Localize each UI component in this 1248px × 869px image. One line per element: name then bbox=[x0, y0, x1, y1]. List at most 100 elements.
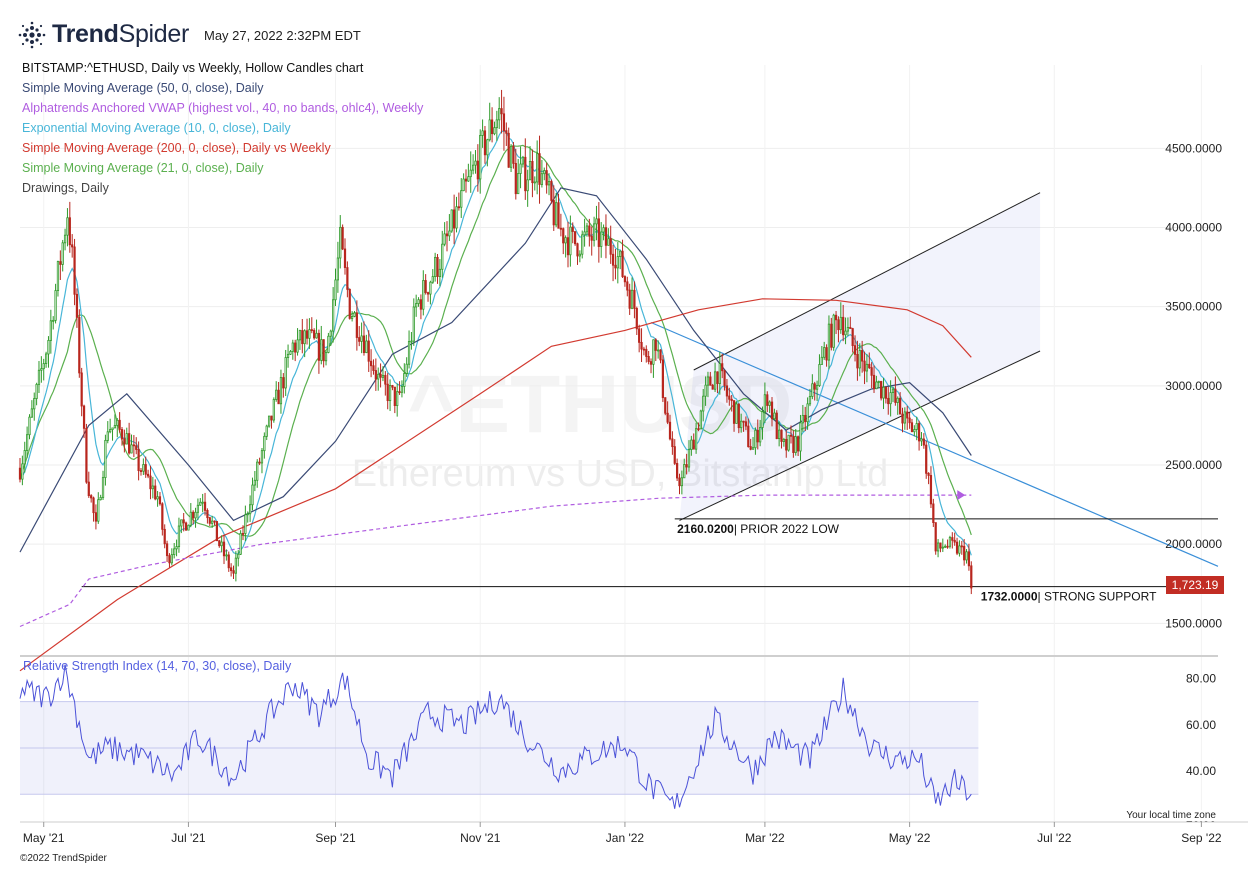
candle-body bbox=[303, 330, 306, 345]
candle-body bbox=[678, 477, 681, 487]
candle-body bbox=[282, 377, 285, 389]
candle-body bbox=[258, 461, 261, 464]
candle-body bbox=[327, 335, 330, 353]
candle-body bbox=[168, 555, 171, 564]
candle-body bbox=[512, 145, 515, 164]
legend-item[interactable]: Simple Moving Average (50, 0, close), Da… bbox=[22, 81, 264, 95]
candle-body bbox=[789, 434, 793, 437]
candle-body bbox=[118, 419, 121, 430]
candle-body bbox=[901, 413, 904, 424]
candle-body bbox=[483, 130, 487, 156]
legend-item[interactable]: Simple Moving Average (21, 0, close), Da… bbox=[22, 161, 264, 175]
candle-body bbox=[600, 231, 603, 247]
candle-body bbox=[130, 444, 133, 454]
timezone-label[interactable]: Your local time zone bbox=[1124, 810, 1218, 821]
candle-body bbox=[761, 411, 764, 428]
candle-body bbox=[453, 209, 456, 229]
candle-body bbox=[827, 323, 831, 361]
candle-body bbox=[849, 326, 852, 329]
candle-body bbox=[372, 365, 375, 371]
candle-body bbox=[90, 495, 93, 499]
candle-body bbox=[611, 253, 615, 266]
chart-title: BITSTAMP:^ETHUSD, Daily vs Weekly, Hollo… bbox=[22, 61, 364, 75]
channel-upper-line[interactable] bbox=[693, 192, 1041, 371]
candle-body bbox=[557, 202, 560, 229]
candle-body bbox=[237, 553, 240, 559]
candle-body bbox=[163, 528, 166, 545]
legend-item[interactable]: Alphatrends Anchored VWAP (highest vol.,… bbox=[22, 101, 424, 115]
candle-body bbox=[614, 264, 617, 269]
y-tick-label: 2000.0000 bbox=[1165, 537, 1222, 551]
candle-body bbox=[908, 417, 911, 424]
candle-body bbox=[870, 367, 873, 376]
candle-body bbox=[550, 180, 553, 201]
candle-body bbox=[343, 248, 347, 268]
rsi-line bbox=[19, 664, 972, 809]
candle-body bbox=[99, 497, 102, 501]
y-tick-label: 2500.0000 bbox=[1165, 458, 1222, 472]
legend-item[interactable]: Drawings, Daily bbox=[22, 181, 109, 195]
candle-body bbox=[699, 410, 702, 430]
candle-body bbox=[225, 554, 228, 557]
candle-body bbox=[718, 363, 721, 384]
candle-body bbox=[298, 330, 302, 341]
candle-body bbox=[894, 388, 897, 403]
candle-body bbox=[384, 374, 387, 385]
candle-body bbox=[844, 330, 847, 336]
candle-body bbox=[289, 350, 292, 355]
x-tick-label: Jul '22 bbox=[1037, 831, 1072, 845]
candle-body bbox=[932, 503, 935, 523]
candle-body bbox=[521, 156, 525, 165]
candle-body bbox=[149, 475, 152, 490]
candle-body bbox=[405, 363, 408, 374]
candle-body bbox=[396, 391, 399, 407]
candle-body bbox=[713, 371, 717, 390]
candle-body bbox=[239, 533, 242, 555]
candle-body bbox=[270, 415, 273, 421]
candle-body bbox=[469, 169, 472, 178]
candle-body bbox=[891, 388, 895, 394]
candle-body bbox=[75, 293, 79, 318]
descending-trendline[interactable] bbox=[650, 321, 1219, 567]
candle-body bbox=[735, 403, 738, 424]
candle-body bbox=[194, 511, 197, 519]
candle-body bbox=[215, 521, 219, 542]
candle-body bbox=[308, 329, 311, 339]
candle-body bbox=[716, 371, 719, 384]
candle-body bbox=[128, 433, 131, 454]
candle-body bbox=[609, 238, 612, 255]
legend-item[interactable]: Simple Moving Average (200, 0, close), D… bbox=[22, 141, 331, 155]
candle-body bbox=[808, 396, 812, 405]
candle-body bbox=[768, 401, 771, 406]
candle-body bbox=[915, 423, 918, 430]
candle-body bbox=[381, 374, 385, 378]
candle-body bbox=[509, 145, 513, 168]
candle-body bbox=[431, 276, 434, 283]
candle-body bbox=[495, 119, 498, 129]
candle-body bbox=[578, 253, 581, 257]
candle-body bbox=[661, 359, 664, 399]
candle-body bbox=[332, 299, 335, 332]
candle-body bbox=[403, 373, 406, 387]
candle-body bbox=[742, 420, 745, 423]
y-tick-label: 1500.0000 bbox=[1165, 616, 1222, 630]
candle-body bbox=[313, 330, 316, 339]
candle-body bbox=[260, 450, 264, 464]
candle-body bbox=[875, 381, 878, 390]
candle-body bbox=[144, 464, 147, 475]
candle-body bbox=[374, 370, 377, 380]
candle-body bbox=[170, 554, 173, 564]
channel-lower-line[interactable] bbox=[679, 350, 1041, 521]
candle-body bbox=[581, 234, 584, 255]
legend-item[interactable]: Exponential Moving Average (10, 0, close… bbox=[22, 121, 291, 135]
candle-body bbox=[896, 397, 899, 403]
candle-body bbox=[434, 256, 437, 277]
candle-body bbox=[780, 429, 783, 442]
candle-body bbox=[564, 237, 567, 244]
candle-body bbox=[528, 160, 532, 181]
rsi-title: Relative Strength Index (14, 70, 30, clo… bbox=[23, 659, 292, 673]
candle-body bbox=[40, 368, 43, 371]
candle-body bbox=[398, 391, 401, 394]
candle-body bbox=[649, 361, 653, 365]
